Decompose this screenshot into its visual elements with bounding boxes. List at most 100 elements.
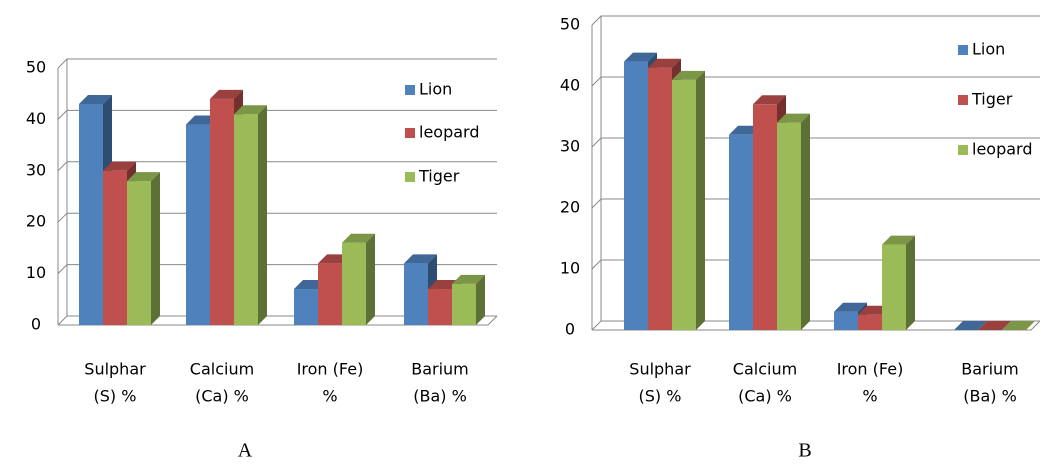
x-tick-label: Sulphar [84,360,146,379]
x-tick-label: Iron (Fe) [297,360,364,379]
legend-swatch [958,95,968,105]
bar-front [834,311,858,330]
x-tick-label: % [862,387,877,406]
x-tick-label: Barium [961,360,1019,379]
legend-label: Tiger [418,167,460,186]
bar-top [882,235,915,245]
x-tick-label: (S) % [94,387,137,406]
bar-front [127,181,151,325]
bar-front [882,244,906,330]
bar-top [234,105,267,115]
grid-line [591,15,1040,26]
bar-side [366,233,375,325]
y-tick-label: 30 [26,160,46,179]
caption: A [238,440,253,462]
grid-line [591,137,1040,148]
bar-front [294,289,318,325]
legend-label: leopard [972,140,1033,159]
y-tick-label: 30 [560,137,580,156]
grid-line [57,161,497,172]
bar-front [729,134,753,330]
y-tick-label: 10 [26,263,46,282]
bar-side [696,70,705,331]
bar-top [624,52,657,62]
x-tick-label: Calcium [733,360,797,379]
bar-side [258,105,267,325]
bar-top [648,58,681,68]
bar-front [753,104,777,330]
y-tick-label: 10 [560,259,580,278]
bar-top [79,94,112,104]
bar-side [476,274,485,325]
bar [127,172,160,325]
y-tick-label: 50 [26,58,46,77]
legend-swatch [958,145,968,155]
bar-front [648,67,672,330]
bar [882,235,915,330]
bar-top [103,161,136,171]
y-tick-label: 50 [560,15,580,34]
grid-line [57,212,497,223]
bar-front [777,122,801,330]
x-tick-label: % [322,387,337,406]
bar-top [1002,321,1035,330]
bar [672,70,705,331]
legend-swatch [405,172,415,182]
bar [342,233,375,325]
bar-front [672,79,696,331]
legend-label: Lion [419,80,452,99]
grid-line [591,198,1040,209]
x-tick-label: (Ca) % [195,387,249,406]
bar-top [342,233,375,243]
bar [648,58,681,330]
y-tick-label: 0 [31,315,41,334]
x-tick-label: (Ba) % [413,387,467,406]
bar-front [342,242,366,325]
bar-top [127,172,160,182]
legend-swatch [405,128,415,138]
bar-top [210,89,243,99]
bar-front [186,124,210,325]
bar-front [404,263,428,325]
bar-side [801,113,810,330]
x-tick-label: (Ba) % [963,387,1017,406]
bar [1002,321,1035,330]
x-tick-label: (Ca) % [738,387,792,406]
bar-top [954,321,987,330]
x-tick-label: (S) % [639,387,682,406]
bar-top [834,302,867,312]
grid-line [57,58,497,69]
x-tick-label: Barium [411,360,469,379]
bar-front [428,289,452,325]
bar-top [404,254,437,264]
bar [954,321,987,330]
bar-front [858,314,882,330]
y-tick-label: 20 [26,212,46,231]
bar-front [318,263,342,325]
bar-front [79,103,103,325]
bar-top [672,70,705,80]
caption: B [798,440,811,462]
legend-label: Tiger [971,90,1013,109]
bar [777,113,810,330]
bar-front [103,170,127,325]
bar-side [151,172,160,325]
bar-front [452,283,476,325]
bar [234,105,267,325]
bar [452,274,485,325]
bar-front [234,114,258,325]
y-tick-label: 0 [565,320,575,339]
bar-front [624,61,648,330]
bar [978,321,1011,330]
legend-label: leopard [419,123,480,142]
legend-swatch [958,45,968,55]
legend-label: Lion [972,40,1005,59]
grid-line [57,109,497,120]
bar-top [753,95,786,105]
x-tick-label: Sulphar [629,360,691,379]
bar-top [452,274,485,284]
y-tick-label: 40 [26,109,46,128]
bar-top [978,321,1011,330]
y-tick-label: 20 [560,198,580,217]
